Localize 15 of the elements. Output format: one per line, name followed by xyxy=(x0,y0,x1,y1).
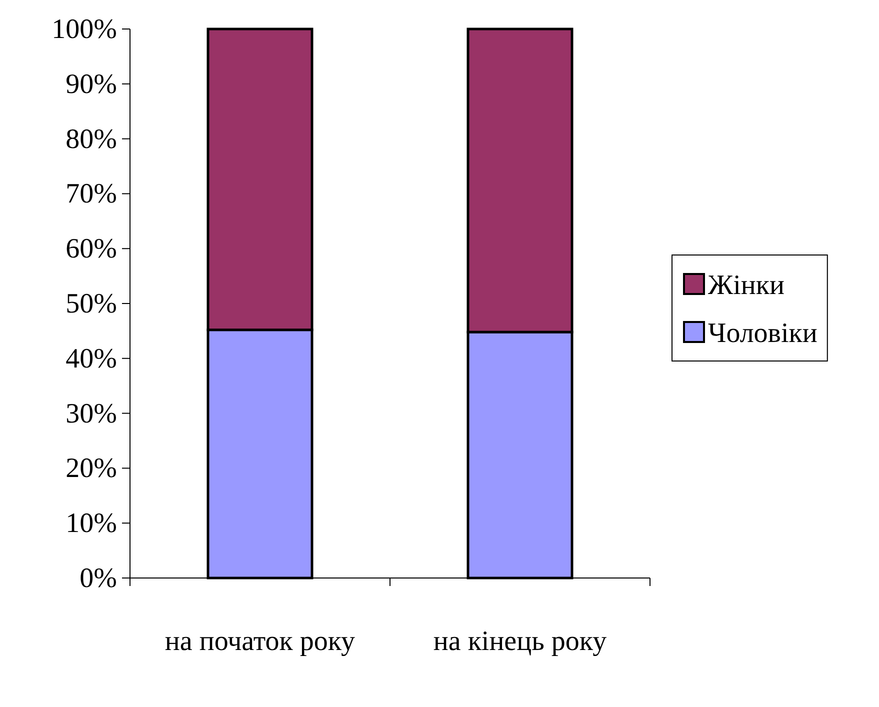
y-tick-label: 20% xyxy=(66,453,117,484)
legend-label: Чоловіки xyxy=(708,318,818,349)
y-tick-label: 90% xyxy=(66,68,117,100)
y-tick-label: 10% xyxy=(66,508,117,540)
y-tick-label: 60% xyxy=(66,234,117,265)
x-tick-label: на кінець року xyxy=(433,626,607,657)
y-tick-label: 80% xyxy=(66,124,117,155)
y-tick-label: 40% xyxy=(66,343,117,374)
y-tick-label: 0% xyxy=(80,562,117,594)
legend-label: Жінки xyxy=(708,270,784,301)
y-tick-label: 50% xyxy=(66,288,117,320)
y-tick-label: 30% xyxy=(66,398,117,430)
y-tick-label: 70% xyxy=(66,178,117,210)
x-tick-label: на початок року xyxy=(164,626,356,657)
y-tick-label: 100% xyxy=(52,14,117,45)
